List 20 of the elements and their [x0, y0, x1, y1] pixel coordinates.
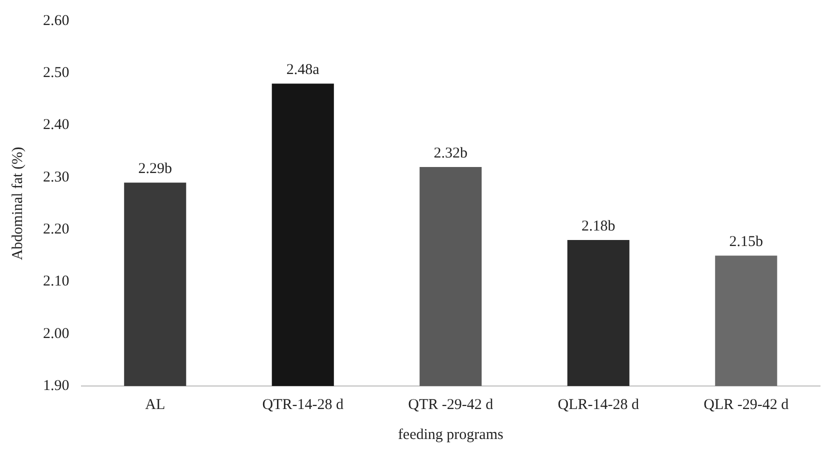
data-label: 2.32b — [434, 145, 468, 162]
data-label: 2.48a — [286, 62, 320, 78]
x-axis-title: feeding programs — [398, 426, 504, 443]
y-tick-label: 2.30 — [43, 169, 70, 186]
y-tick-label: 2.40 — [43, 117, 70, 134]
y-tick-label: 2.10 — [43, 274, 70, 290]
y-tick-label: 2.60 — [43, 12, 70, 29]
y-axis-title: Abdominal fat (%) — [10, 146, 26, 260]
x-tick-label: QLR -29-42 d — [704, 396, 790, 413]
x-tick-label: QTR -29-42 d — [408, 396, 494, 413]
y-tick-label: 1.90 — [43, 378, 70, 394]
x-tick-label: QTR-14-28 d — [262, 396, 344, 413]
data-label: 2.18b — [582, 218, 616, 234]
x-tick-label: QLR-14-28 d — [558, 396, 640, 413]
x-tick-label: AL — [145, 396, 166, 413]
data-label: 2.15b — [729, 234, 763, 250]
y-tick-label: 2.20 — [43, 222, 70, 238]
data-label: 2.29b — [138, 161, 172, 178]
y-tick-label: 2.50 — [43, 65, 70, 82]
y-tick-label: 2.00 — [43, 326, 70, 342]
